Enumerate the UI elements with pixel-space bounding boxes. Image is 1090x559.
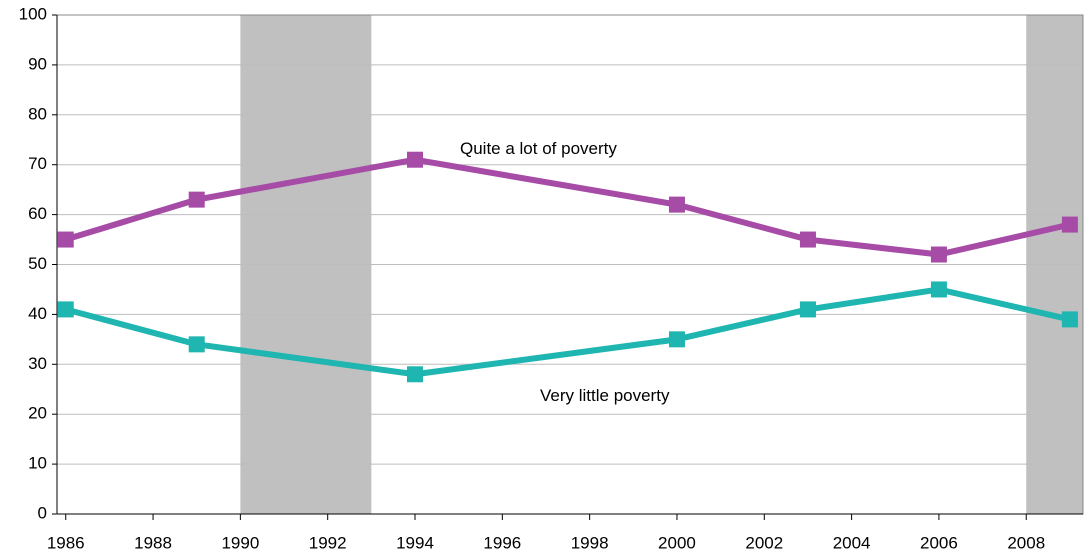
point-marker xyxy=(188,336,205,353)
y-tick-label: 50 xyxy=(28,254,47,273)
x-tick-label: 2008 xyxy=(1007,533,1045,552)
x-tick-label: 1998 xyxy=(571,533,609,552)
y-tick-label: 30 xyxy=(28,354,47,373)
x-tick-label: 1996 xyxy=(483,533,521,552)
x-tick-label: 1986 xyxy=(47,533,85,552)
y-tick-label: 10 xyxy=(28,454,47,473)
point-marker xyxy=(1061,311,1078,328)
point-marker xyxy=(668,196,685,213)
point-marker xyxy=(1061,216,1078,233)
x-tick-label: 1990 xyxy=(221,533,259,552)
point-marker xyxy=(57,301,74,318)
point-marker xyxy=(188,191,205,208)
series-label: Very little poverty xyxy=(540,386,670,405)
x-tick-label: 1992 xyxy=(309,533,347,552)
x-tick-label: 2000 xyxy=(658,533,696,552)
x-tick-label: 1988 xyxy=(134,533,172,552)
point-marker xyxy=(930,246,947,263)
y-tick-label: 20 xyxy=(28,404,47,423)
point-marker xyxy=(407,151,424,168)
point-marker xyxy=(668,331,685,348)
series-label: Quite a lot of poverty xyxy=(460,139,617,158)
y-tick-label: 100 xyxy=(19,4,47,23)
y-tick-label: 90 xyxy=(28,54,47,73)
point-marker xyxy=(799,231,816,248)
point-marker xyxy=(930,281,947,298)
y-tick-label: 0 xyxy=(38,503,47,522)
point-marker xyxy=(407,366,424,383)
y-tick-label: 70 xyxy=(28,154,47,173)
x-tick-label: 2002 xyxy=(745,533,783,552)
y-tick-label: 60 xyxy=(28,204,47,223)
x-tick-label: 2006 xyxy=(920,533,958,552)
x-tick-label: 1994 xyxy=(396,533,434,552)
y-tick-label: 80 xyxy=(28,104,47,123)
series-line xyxy=(64,286,1071,378)
x-tick-label: 2004 xyxy=(833,533,871,552)
series-line xyxy=(64,156,1071,258)
y-tick-label: 40 xyxy=(28,304,47,323)
point-marker xyxy=(57,231,74,248)
point-marker xyxy=(799,301,816,318)
